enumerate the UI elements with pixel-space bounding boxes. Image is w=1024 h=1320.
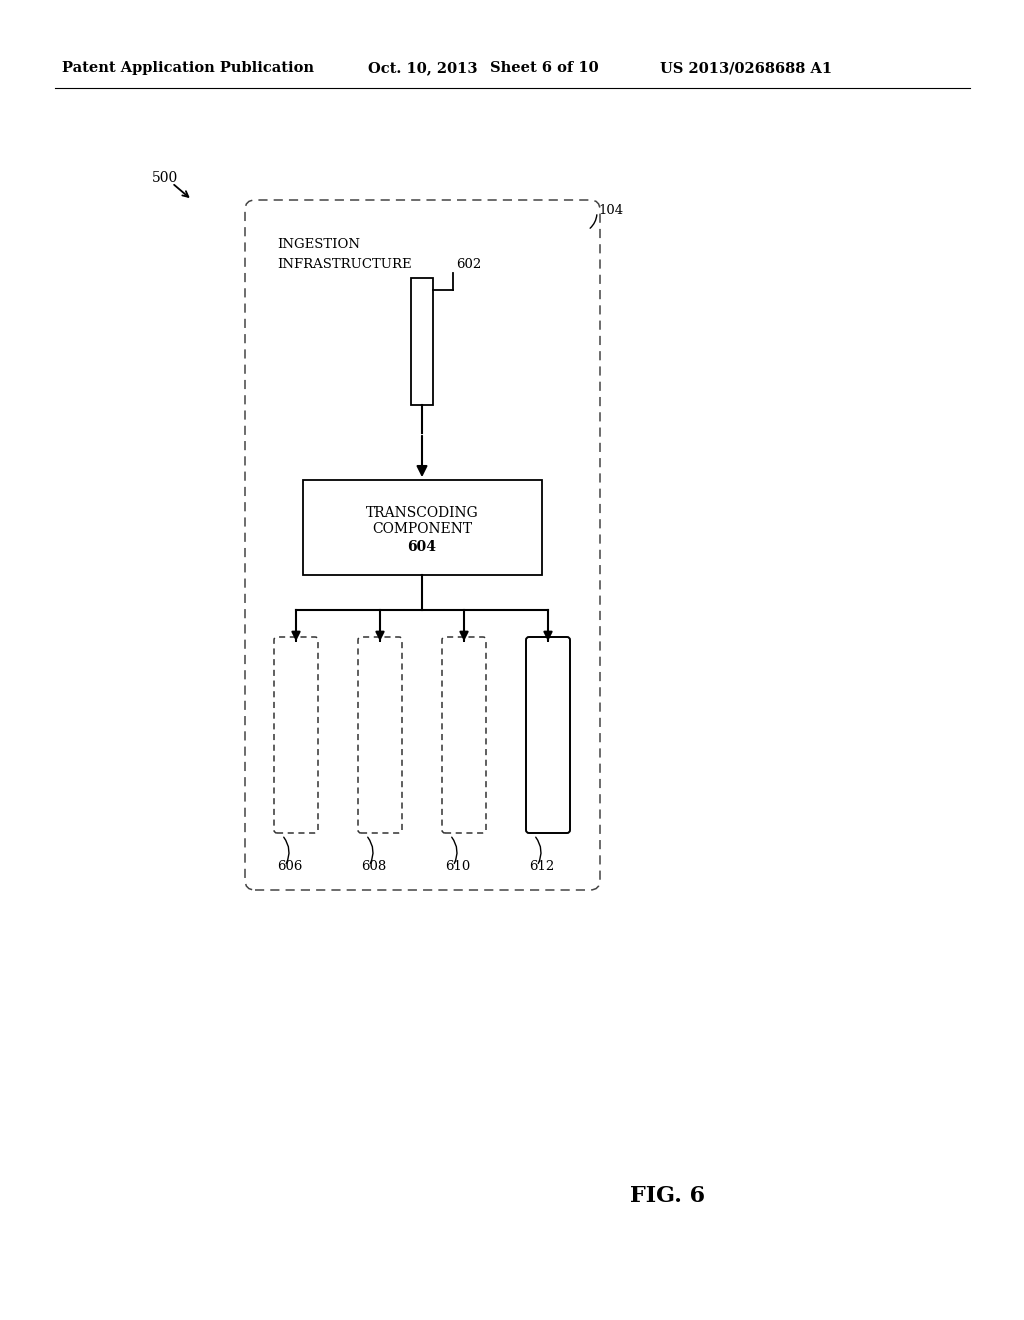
Text: Patent Application Publication: Patent Application Publication [62,61,314,75]
Text: FIG. 6: FIG. 6 [630,1185,706,1206]
Text: 610: 610 [445,861,470,873]
Text: 604: 604 [408,540,436,554]
Text: US 2013/0268688 A1: US 2013/0268688 A1 [660,61,833,75]
Text: TRANSCODING: TRANSCODING [366,506,478,520]
FancyBboxPatch shape [274,638,318,833]
FancyBboxPatch shape [442,638,486,833]
Text: Oct. 10, 2013: Oct. 10, 2013 [368,61,477,75]
Text: 608: 608 [361,861,386,873]
FancyBboxPatch shape [245,201,600,890]
Bar [303,480,542,576]
FancyBboxPatch shape [526,638,570,833]
FancyBboxPatch shape [358,638,402,833]
Text: Sheet 6 of 10: Sheet 6 of 10 [490,61,599,75]
Text: 606: 606 [278,861,302,873]
Text: COMPONENT: COMPONENT [372,521,472,536]
Bar [411,279,433,405]
Text: 602: 602 [456,257,481,271]
Text: 104: 104 [598,205,624,216]
Text: INFRASTRUCTURE: INFRASTRUCTURE [278,257,412,271]
Text: 612: 612 [529,861,554,873]
Text: 500: 500 [152,172,178,185]
Text: INGESTION: INGESTION [278,238,360,251]
